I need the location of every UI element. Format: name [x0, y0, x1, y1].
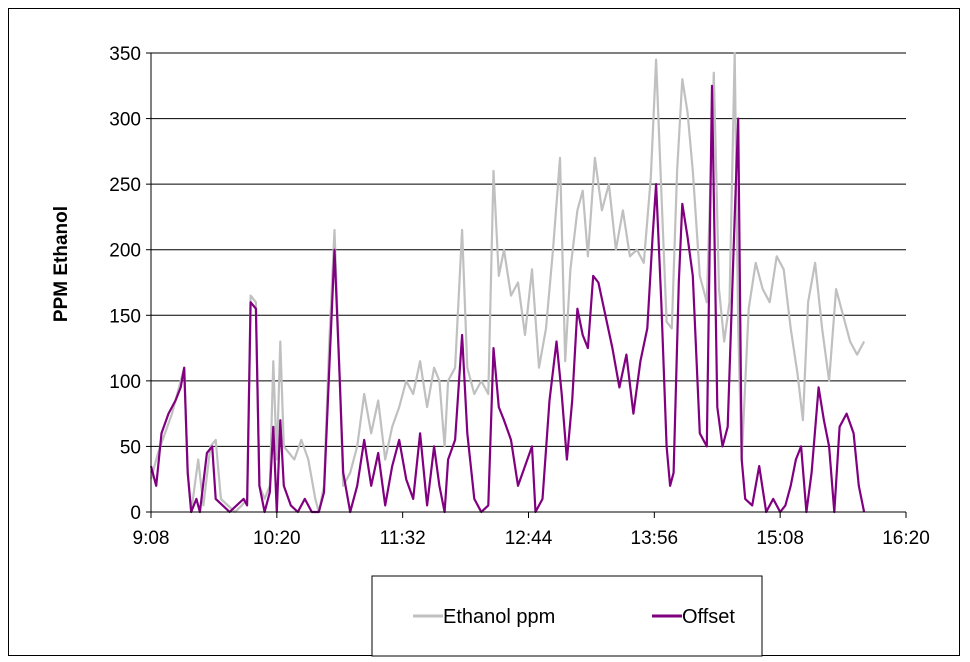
x-tick-label: 12:44	[505, 528, 553, 549]
y-tick-labels: 0 50 100 150 200 250 300 350	[109, 44, 151, 524]
chart-svg: 0 50 100 150 200 250 300 350 9:08 10:20 11:32 12:4…	[51, 44, 930, 657]
series-line-ethanol-ppm	[149, 51, 866, 514]
y-tick-label: 350	[109, 44, 141, 65]
x-tick-labels: 9:08 10:20 11:32 12:44 13:56 15:08 16:20	[133, 512, 930, 549]
x-tick-label: 13:56	[631, 528, 679, 549]
legend-label-ethanol-ppm: Ethanol ppm	[443, 606, 555, 628]
chart-frame: 0 50 100 150 200 250 300 350 9:08 10:20 11:32 12:4…	[8, 8, 960, 657]
y-tick-label: 300	[109, 110, 141, 131]
gridlines	[151, 52, 906, 447]
series-line-offset	[149, 84, 866, 514]
y-tick-label: 250	[109, 175, 141, 196]
x-tick-label: 16:20	[882, 528, 930, 549]
x-tick-label: 9:08	[133, 528, 170, 549]
axes	[150, 53, 906, 513]
y-tick-label: 150	[109, 306, 141, 327]
legend-label-offset: Offset	[682, 606, 735, 628]
legend: Ethanol ppm Offset	[371, 575, 763, 657]
x-tick-label: 11:32	[380, 528, 426, 549]
x-tick-label: 15:08	[756, 528, 804, 549]
y-tick-label: 200	[109, 241, 141, 262]
y-tick-label: 50	[120, 437, 141, 458]
y-tick-label: 100	[109, 372, 141, 393]
y-tick-label: 0	[130, 503, 141, 524]
y-axis-label: PPM Ethanol	[51, 206, 72, 322]
x-tick-label: 10:20	[253, 528, 301, 549]
series-layer	[149, 51, 866, 514]
